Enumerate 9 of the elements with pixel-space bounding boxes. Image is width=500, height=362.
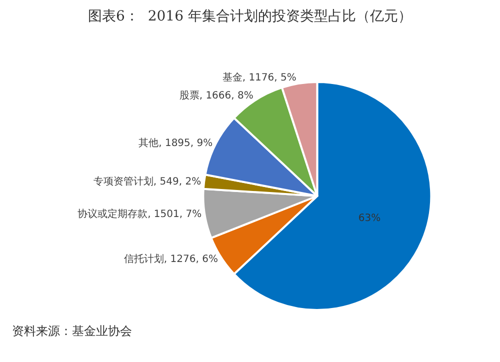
slice-label: 专项资管计划, 549, 2% — [93, 176, 202, 188]
slice-label: 基金, 1176, 5% — [222, 72, 296, 84]
slice-label: 信托计划, 1276, 6% — [124, 252, 218, 265]
text: 资料来源：基金业协会 — [12, 324, 132, 338]
chart-title: 图表6： 2016 年集合计划的投资类型占比（亿元） — [88, 8, 412, 25]
data-label: 63% — [358, 213, 381, 224]
slice-label: 其他, 1895, 9% — [138, 137, 213, 150]
slice-label: 股票, 1666, 8% — [179, 90, 254, 102]
slice-label: 协议或定期存款, 1501, 7% — [78, 208, 202, 220]
